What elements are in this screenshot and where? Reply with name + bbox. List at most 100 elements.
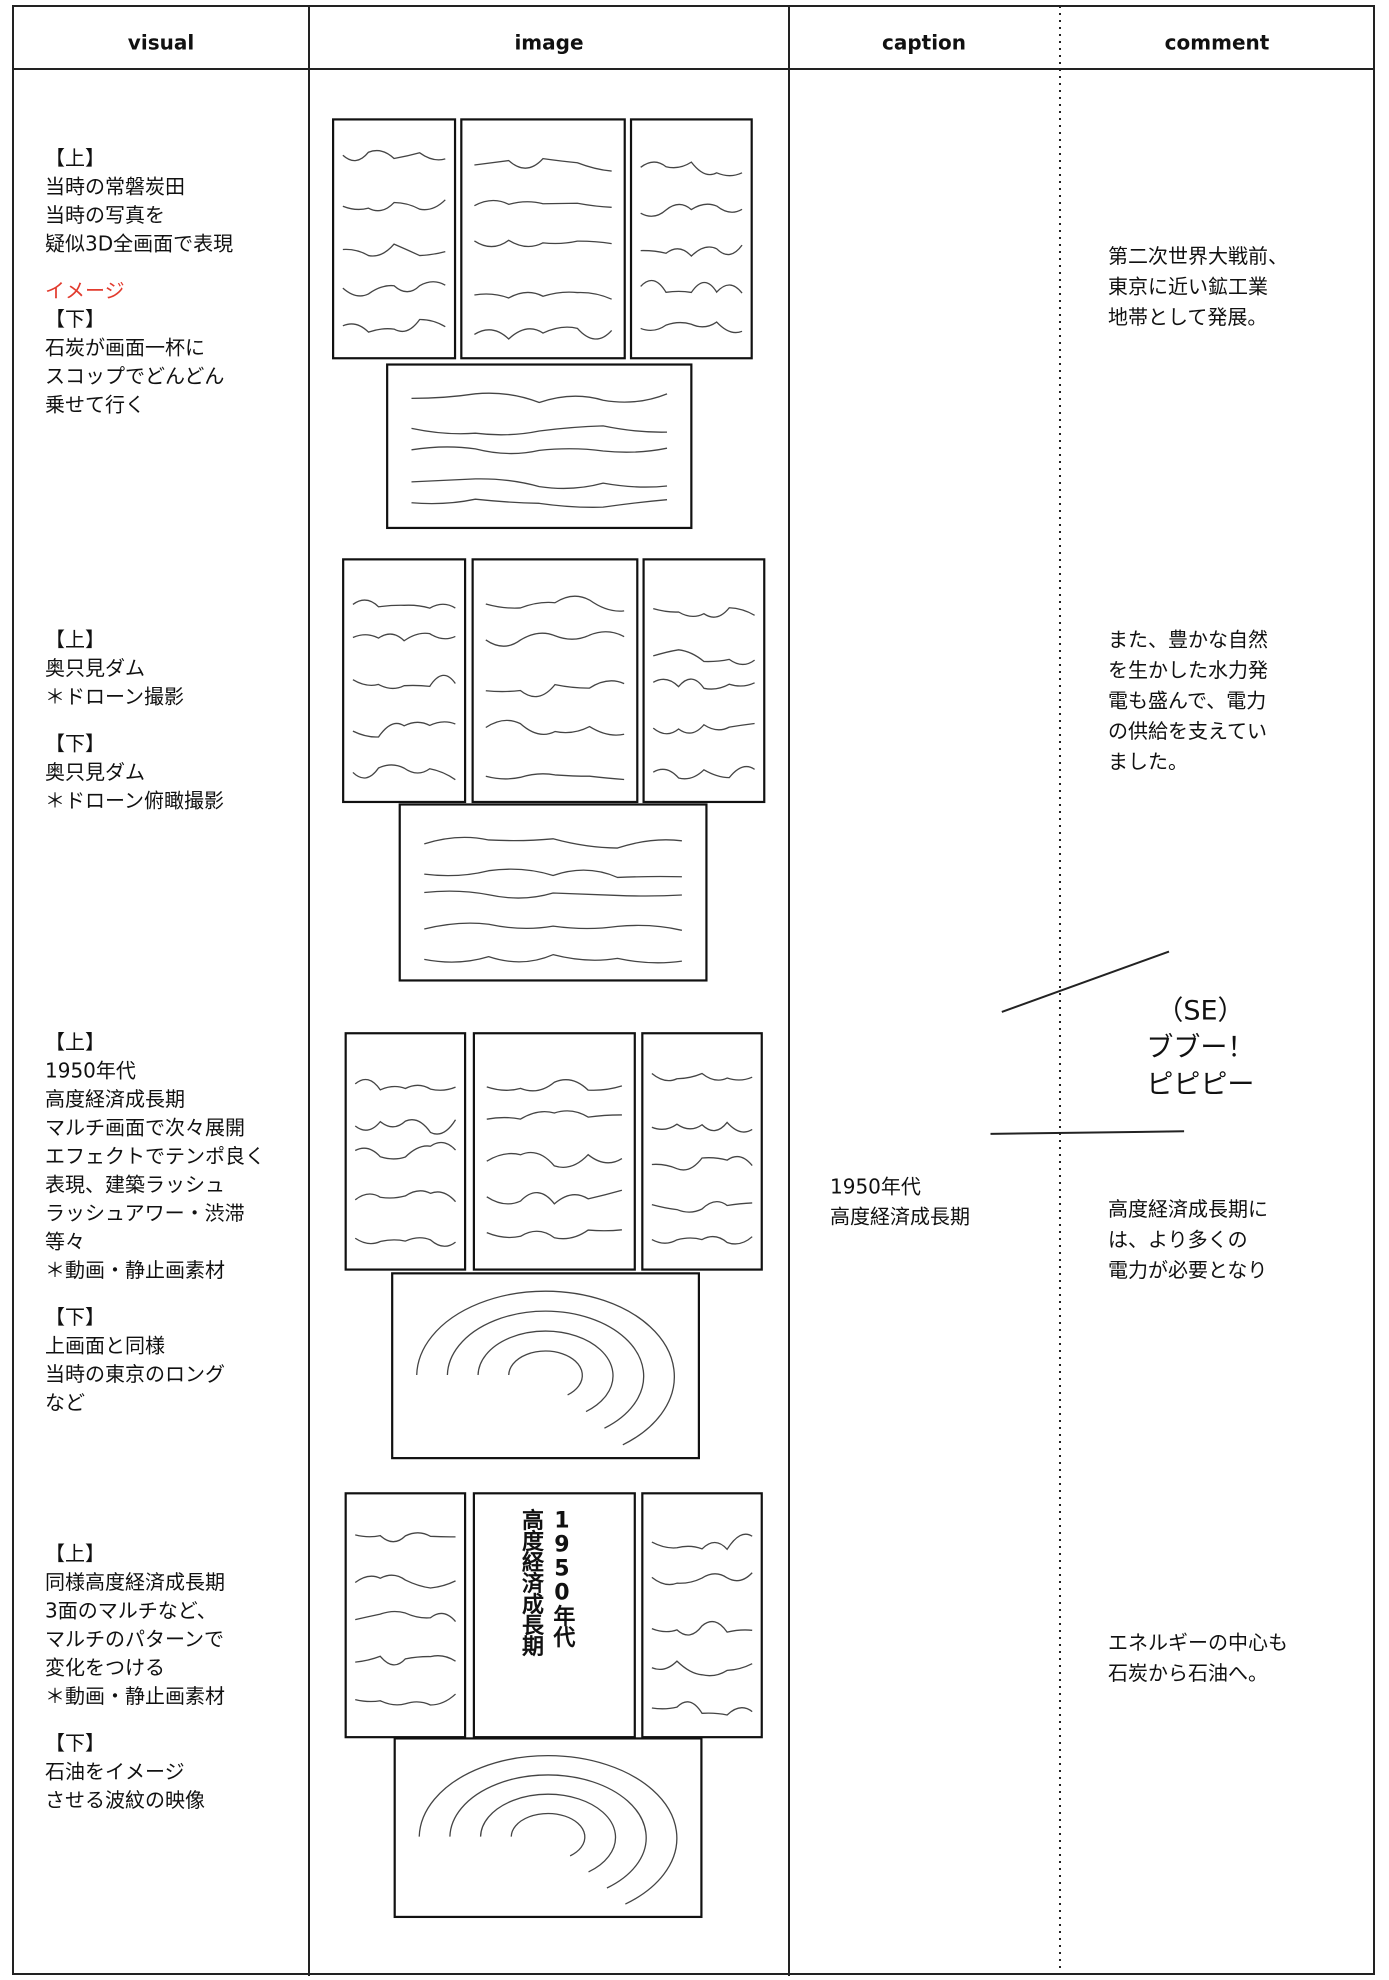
comment-text: エネルギーの中心も bbox=[1108, 1631, 1288, 1655]
visual-text: 【下】 bbox=[45, 1731, 105, 1755]
column-header: comment bbox=[1165, 31, 1270, 55]
comment-text: 電も盛んで、電力 bbox=[1108, 689, 1266, 713]
sound-effect-text: （SE） bbox=[1156, 995, 1244, 1026]
visual-text: 【上】 bbox=[45, 146, 105, 170]
visual-text: 等々 bbox=[45, 1229, 85, 1253]
sketch-stroke bbox=[485, 680, 625, 698]
sketch-stroke bbox=[653, 607, 755, 618]
sketch-stroke bbox=[424, 868, 682, 879]
sketch-stroke bbox=[411, 498, 668, 508]
sketch-stroke bbox=[411, 425, 668, 436]
sketch-stroke bbox=[355, 1655, 456, 1666]
sound-effect-text: ピピピー bbox=[1146, 1069, 1254, 1100]
sketch-stroke bbox=[653, 649, 755, 666]
sketch-stroke bbox=[424, 836, 682, 849]
visual-text: マルチ画面で次々展開 bbox=[45, 1115, 245, 1139]
sketch-stroke bbox=[352, 632, 456, 642]
sketch-panel bbox=[642, 558, 766, 804]
image-vertical-text: 1950年代 bbox=[549, 1508, 576, 1648]
comment-text: 東京に近い鉱工業 bbox=[1108, 275, 1268, 299]
sketch-ripple bbox=[418, 1755, 678, 1905]
sketch-ripple bbox=[477, 1330, 614, 1413]
sketch-stroke bbox=[485, 773, 625, 781]
comment-text: 石炭から石油へ。 bbox=[1108, 1661, 1268, 1685]
sketch-ripple bbox=[479, 1793, 617, 1873]
sketch-stroke bbox=[355, 1693, 456, 1706]
comment-text: を生かした水力発 bbox=[1108, 658, 1268, 682]
sketch-panel bbox=[386, 363, 693, 530]
caption-text: 1950年代 bbox=[830, 1174, 921, 1198]
sketch-stroke bbox=[651, 1201, 753, 1213]
se-line bbox=[1001, 950, 1170, 1013]
sketch-stroke bbox=[486, 1189, 623, 1205]
sketch-ripple bbox=[416, 1290, 675, 1446]
comment-text: 地帯として発展。 bbox=[1108, 305, 1267, 329]
sketch-stroke bbox=[486, 1229, 622, 1240]
comment-text: 高度経済成長期に bbox=[1108, 1197, 1268, 1221]
sketch-stroke bbox=[640, 279, 743, 294]
comment-text: 第二次世界大戦前、 bbox=[1108, 244, 1288, 268]
sketch-stroke bbox=[411, 478, 668, 490]
visual-text: 【上】 bbox=[45, 1541, 105, 1565]
sketch-stroke bbox=[411, 392, 668, 404]
visual-text: など bbox=[45, 1390, 85, 1414]
sketch-stroke bbox=[352, 721, 456, 738]
comment-text: また、豊かな自然 bbox=[1108, 628, 1268, 652]
sketch-stroke bbox=[651, 1660, 753, 1677]
visual-text: ＊動画・静止画素材 bbox=[45, 1258, 225, 1282]
visual-note: イメージ bbox=[45, 279, 125, 303]
visual-text: マルチのパターンで bbox=[45, 1627, 224, 1651]
visual-text: 表現、建築ラッシュ bbox=[45, 1172, 225, 1196]
visual-text: 上画面と同様 bbox=[45, 1333, 165, 1357]
visual-text: 奥只見ダム bbox=[45, 760, 145, 784]
visual-text: 乗せて行く bbox=[45, 393, 145, 417]
sketch-stroke bbox=[424, 922, 683, 931]
sketch-stroke bbox=[474, 326, 613, 340]
sketch-ripple bbox=[510, 1812, 586, 1857]
sketch-stroke bbox=[354, 1237, 456, 1247]
sketch-stroke bbox=[342, 243, 446, 257]
sketch-stroke bbox=[354, 1119, 457, 1135]
visual-text: 石油をイメージ bbox=[45, 1759, 185, 1783]
visual-text: 【上】 bbox=[45, 628, 105, 652]
sketch-panel bbox=[472, 1492, 636, 1739]
sketch-stroke bbox=[640, 244, 743, 258]
sketch-stroke bbox=[640, 161, 743, 177]
sketch-stroke bbox=[486, 1151, 623, 1168]
sketch-stroke bbox=[651, 1235, 753, 1245]
visual-text: 疑似3D全画面で表現 bbox=[45, 232, 233, 256]
sketch-stroke bbox=[485, 595, 625, 612]
sketch-stroke bbox=[474, 199, 612, 208]
sketch-panel bbox=[342, 558, 467, 804]
visual-text: 【下】 bbox=[45, 732, 105, 756]
sketch-stroke bbox=[474, 157, 612, 172]
sketch-panel bbox=[472, 1032, 636, 1271]
sketch-ripple bbox=[449, 1774, 647, 1889]
comment-text: 電力が必要となり bbox=[1108, 1258, 1267, 1282]
sketch-stroke bbox=[640, 203, 743, 217]
sketch-stroke bbox=[474, 291, 612, 300]
sketch-stroke bbox=[354, 1078, 456, 1091]
visual-text: 【下】 bbox=[45, 307, 105, 331]
sketch-panel bbox=[641, 1492, 763, 1739]
sound-effect-text: ブブー！ bbox=[1146, 1032, 1254, 1063]
sketch-stroke bbox=[652, 722, 755, 735]
sketch-panel bbox=[629, 118, 753, 360]
sketch-stroke bbox=[651, 1701, 753, 1716]
sketch-stroke bbox=[354, 1574, 456, 1589]
sketch-stroke bbox=[424, 890, 682, 899]
sketch-stroke bbox=[651, 1572, 753, 1586]
sketch-panel bbox=[344, 1492, 467, 1739]
visual-text: 当時の常磐炭田 bbox=[45, 175, 185, 199]
visual-text: 1950年代 bbox=[45, 1058, 136, 1082]
visual-text: スコップでどんどん bbox=[45, 364, 224, 388]
sketch-stroke bbox=[651, 1121, 753, 1133]
sketch-stroke bbox=[486, 1110, 622, 1120]
comment-text: は、より多くの bbox=[1108, 1227, 1248, 1251]
visual-text: 当時の写真を bbox=[45, 203, 165, 227]
sketch-stroke bbox=[352, 674, 456, 690]
sketch-panel bbox=[391, 1272, 700, 1460]
visual-text: ＊動画・静止画素材 bbox=[45, 1684, 225, 1708]
visual-text: 【下】 bbox=[45, 1305, 105, 1329]
